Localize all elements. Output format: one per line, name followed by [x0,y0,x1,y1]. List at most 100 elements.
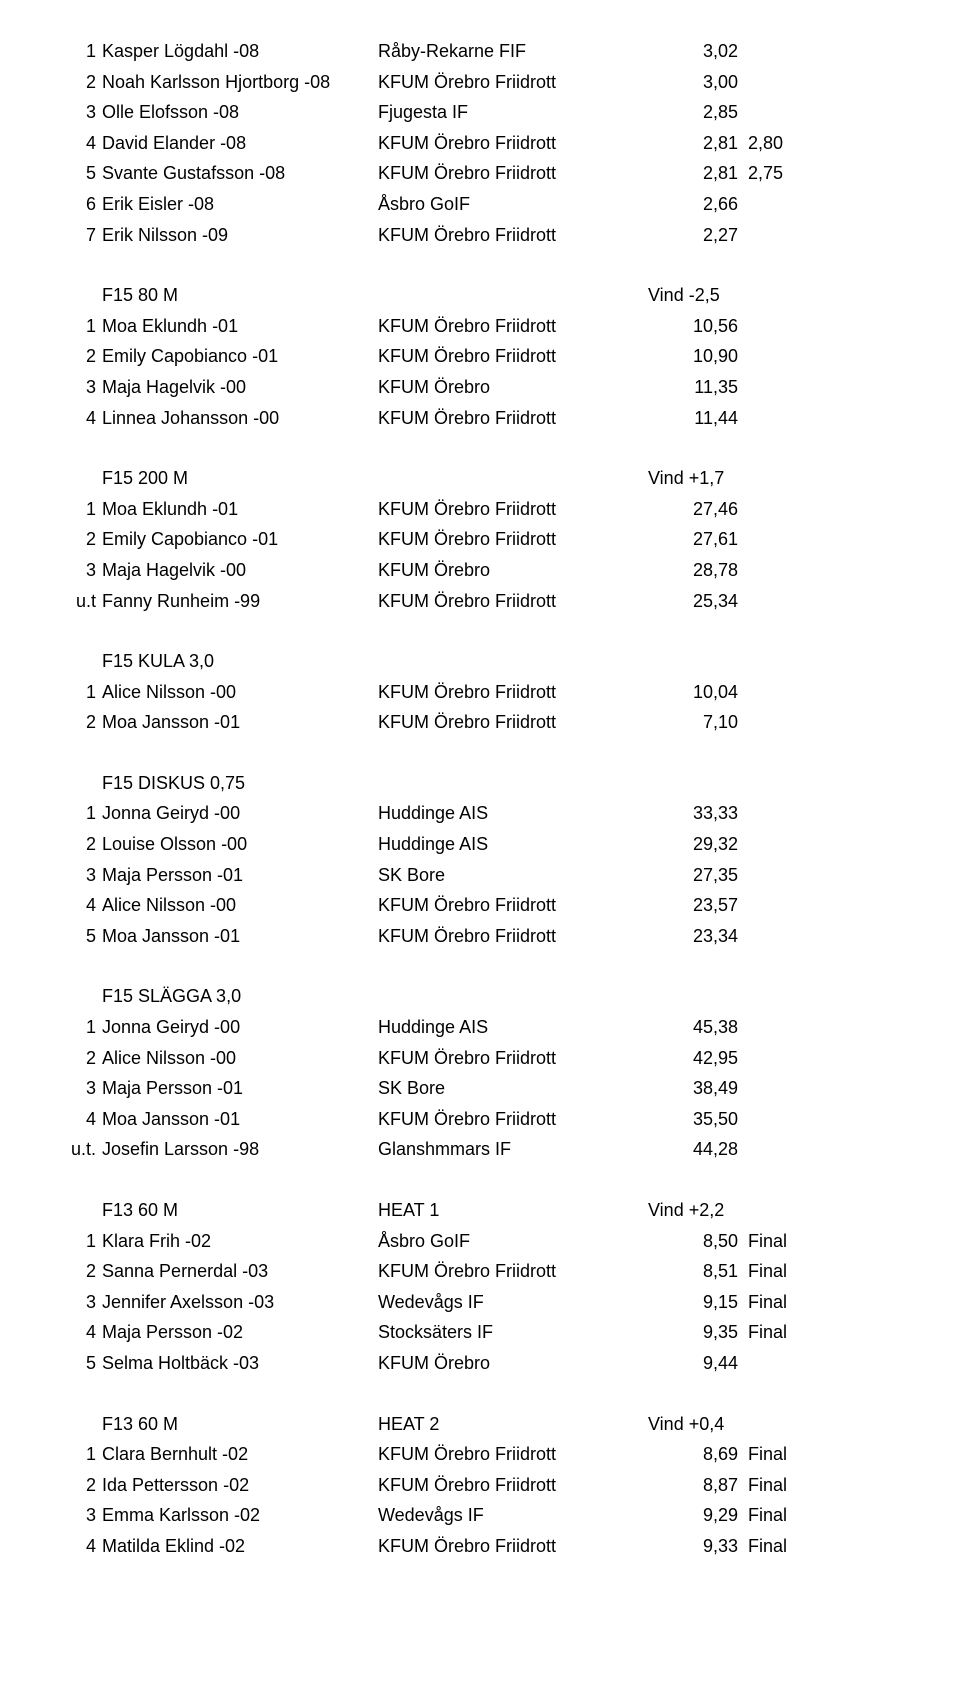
results-section: 1Kasper Lögdahl -08Råby-Rekarne FIF3,022… [60,36,920,250]
result-row: 2Noah Karlsson Hjortborg -08KFUM Örebro … [60,67,920,98]
athlete-name: Moa Eklundh -01 [102,494,378,525]
result-value: 8,51 [648,1256,738,1287]
place: 1 [60,1226,102,1257]
club-name: Huddinge AIS [378,829,648,860]
heat-label: HEAT 2 [378,1409,648,1440]
club-name: Åsbro GoIF [378,189,648,220]
section-heading: F15 SLÄGGA 3,0 [60,981,920,1012]
place: 3 [60,860,102,891]
results-page: 1Kasper Lögdahl -08Råby-Rekarne FIF3,022… [0,0,960,1632]
athlete-name: Emma Karlsson -02 [102,1500,378,1531]
result-value: 35,50 [648,1104,738,1135]
result-value: 7,10 [648,707,738,738]
place: u.t. [60,1134,102,1165]
result-value: 25,34 [648,586,738,617]
athlete-name: Jonna Geiryd -00 [102,798,378,829]
club-name: KFUM Örebro Friidrott [378,1439,648,1470]
event-name: F15 KULA 3,0 [102,646,378,677]
club-name: KFUM Örebro Friidrott [378,128,648,159]
results-section: F15 DISKUS 0,751Jonna Geiryd -00Huddinge… [60,768,920,952]
result-value: 11,44 [648,403,738,434]
result-value: 38,49 [648,1073,738,1104]
result-row: 1Moa Eklundh -01KFUM Örebro Friidrott27,… [60,494,920,525]
club-name: KFUM Örebro Friidrott [378,707,648,738]
club-name: KFUM Örebro Friidrott [378,67,648,98]
athlete-name: Moa Jansson -01 [102,921,378,952]
result-value: 23,34 [648,921,738,952]
results-section: F15 200 MVind +1,71Moa Eklundh -01KFUM Ö… [60,463,920,616]
athlete-name: Clara Bernhult -02 [102,1439,378,1470]
place: 4 [60,403,102,434]
athlete-name: Maja Hagelvik -00 [102,372,378,403]
club-name: KFUM Örebro Friidrott [378,158,648,189]
results-section: F13 60 MHEAT 2Vind +0,41Clara Bernhult -… [60,1409,920,1562]
club-name: KFUM Örebro Friidrott [378,1256,648,1287]
result-value: 33,33 [648,798,738,829]
result-row: 2Ida Pettersson -02KFUM Örebro Friidrott… [60,1470,920,1501]
athlete-name: Noah Karlsson Hjortborg -08 [102,67,378,98]
club-name: KFUM Örebro Friidrott [378,494,648,525]
place: 3 [60,1500,102,1531]
club-name: KFUM Örebro Friidrott [378,341,648,372]
heat-label: HEAT 1 [378,1195,648,1226]
result-value: 9,29 [648,1500,738,1531]
result-value: 10,56 [648,311,738,342]
place: 3 [60,372,102,403]
place: 1 [60,494,102,525]
club-name: KFUM Örebro Friidrott [378,677,648,708]
club-name: Wedevågs IF [378,1287,648,1318]
result-value: 44,28 [648,1134,738,1165]
result-row: 4David Elander -08KFUM Örebro Friidrott2… [60,128,920,159]
athlete-name: Fanny Runheim -99 [102,586,378,617]
result-value: 42,95 [648,1043,738,1074]
place: 1 [60,798,102,829]
event-name: F15 SLÄGGA 3,0 [102,981,378,1012]
event-name: F15 80 M [102,280,378,311]
athlete-name: Josefin Larsson -98 [102,1134,378,1165]
place: 5 [60,921,102,952]
results-section: F13 60 MHEAT 1Vind +2,21Klara Frih -02Ås… [60,1195,920,1379]
place: 4 [60,1317,102,1348]
wind-label: Vind -2,5 [648,280,768,311]
club-name: Huddinge AIS [378,798,648,829]
result-value: 27,46 [648,494,738,525]
result-row: 1Jonna Geiryd -00Huddinge AIS33,33 [60,798,920,829]
section-heading: F15 KULA 3,0 [60,646,920,677]
place: 2 [60,524,102,555]
section-heading: F15 200 MVind +1,7 [60,463,920,494]
result-row: 2Moa Jansson -01KFUM Örebro Friidrott7,1… [60,707,920,738]
athlete-name: Alice Nilsson -00 [102,677,378,708]
athlete-name: Alice Nilsson -00 [102,890,378,921]
athlete-name: Sanna Pernerdal -03 [102,1256,378,1287]
place: 1 [60,1012,102,1043]
result-row: 4Linnea Johansson -00KFUM Örebro Friidro… [60,403,920,434]
result-row: 5Moa Jansson -01KFUM Örebro Friidrott23,… [60,921,920,952]
result-row: u.t.Josefin Larsson -98Glanshmmars IF44,… [60,1134,920,1165]
results-section: F15 80 MVind -2,51Moa Eklundh -01KFUM Ör… [60,280,920,433]
result-row: u.tFanny Runheim -99KFUM Örebro Friidrot… [60,586,920,617]
club-name: KFUM Örebro Friidrott [378,921,648,952]
club-name: KFUM Örebro Friidrott [378,403,648,434]
section-heading: F15 DISKUS 0,75 [60,768,920,799]
result-value: 28,78 [648,555,738,586]
club-name: SK Bore [378,1073,648,1104]
result-note: Final [738,1287,828,1318]
club-name: KFUM Örebro Friidrott [378,524,648,555]
result-value: 10,04 [648,677,738,708]
result-row: 4Moa Jansson -01KFUM Örebro Friidrott35,… [60,1104,920,1135]
club-name: KFUM Örebro Friidrott [378,220,648,251]
result-row: 2Alice Nilsson -00KFUM Örebro Friidrott4… [60,1043,920,1074]
club-name: KFUM Örebro [378,1348,648,1379]
event-name: F15 DISKUS 0,75 [102,768,378,799]
athlete-name: Maja Persson -01 [102,1073,378,1104]
place: 2 [60,829,102,860]
club-name: KFUM Örebro Friidrott [378,1043,648,1074]
result-row: 5Svante Gustafsson -08KFUM Örebro Friidr… [60,158,920,189]
result-value: 2,81 [648,128,738,159]
result-note: 2,80 [738,128,828,159]
place: 5 [60,158,102,189]
athlete-name: Emily Capobianco -01 [102,341,378,372]
result-row: 5Selma Holtbäck -03KFUM Örebro9,44 [60,1348,920,1379]
result-row: 3Maja Hagelvik -00KFUM Örebro28,78 [60,555,920,586]
club-name: Råby-Rekarne FIF [378,36,648,67]
